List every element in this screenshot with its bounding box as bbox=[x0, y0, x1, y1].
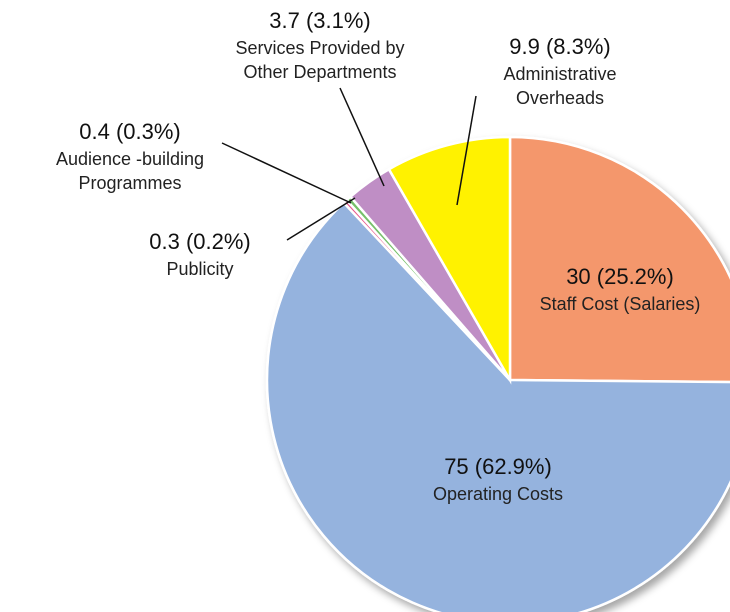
pie bbox=[265, 135, 730, 612]
leader-line bbox=[221, 142, 352, 204]
pie-slice bbox=[265, 200, 730, 612]
value-label: 9.9 (8.3%) bbox=[509, 34, 611, 59]
leader-line bbox=[456, 95, 477, 206]
pie-slice bbox=[508, 135, 730, 384]
value-label: 75 (62.9%) bbox=[444, 454, 552, 479]
value-label: 3.7 (3.1%) bbox=[269, 8, 371, 33]
leader-line bbox=[286, 197, 356, 241]
category-label: Audience -building Programmes bbox=[55, 149, 205, 193]
category-label: Services Provided by Other Departments bbox=[235, 38, 405, 82]
value-label: 30 (25.2%) bbox=[566, 264, 674, 289]
category-label: Administrative Overheads bbox=[503, 64, 617, 108]
value-label: 0.4 (0.3%) bbox=[79, 119, 181, 144]
category-label: Publicity bbox=[166, 259, 234, 279]
category-label: Operating Costs bbox=[432, 484, 564, 504]
value-label: 0.3 (0.2%) bbox=[149, 229, 251, 254]
leader-lines bbox=[221, 87, 477, 241]
pie-slice bbox=[387, 135, 512, 385]
category-label: Staff Cost (Salaries) bbox=[539, 294, 701, 314]
leader-line bbox=[339, 87, 385, 187]
